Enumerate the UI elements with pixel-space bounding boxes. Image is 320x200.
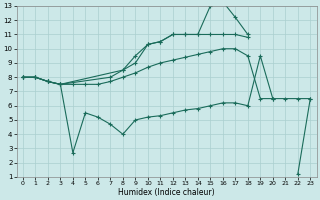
X-axis label: Humidex (Indice chaleur): Humidex (Indice chaleur) [118,188,215,197]
